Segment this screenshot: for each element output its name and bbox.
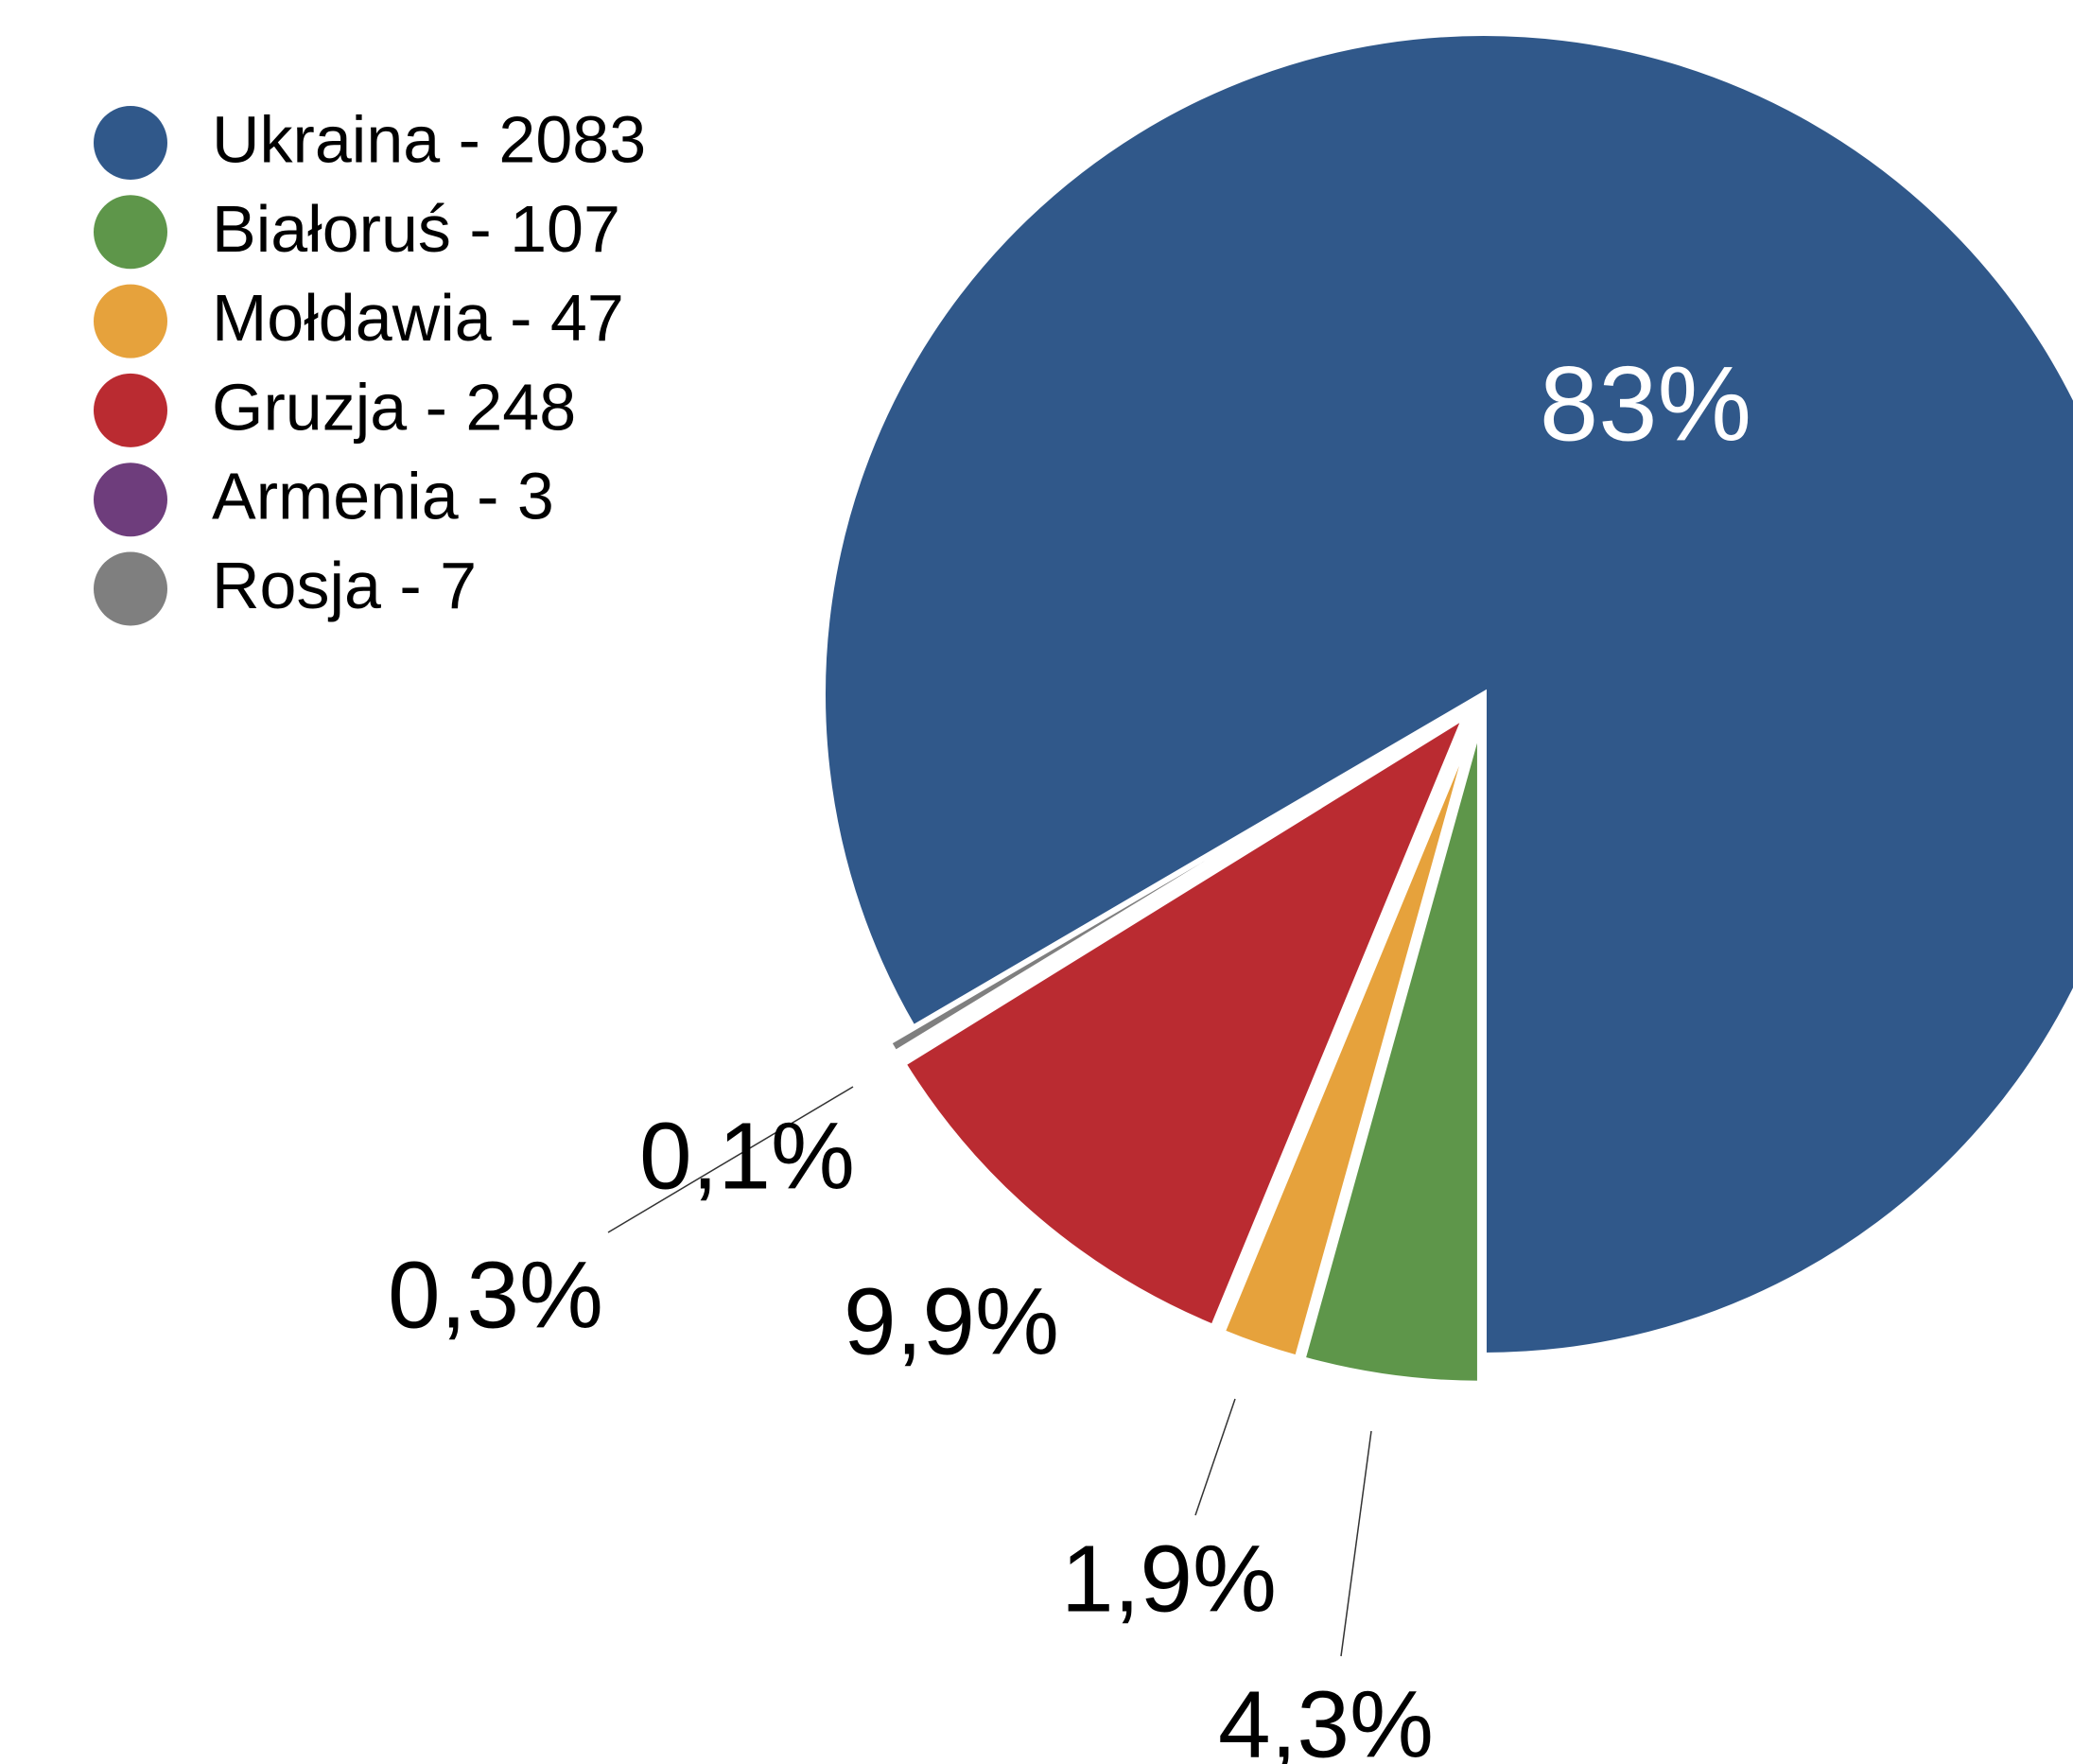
pie-slice [1218, 720, 1478, 1362]
data-label: 4,3% [1218, 1671, 1434, 1764]
pie-slice [884, 706, 1461, 1057]
legend-label: Mołdawia - 47 [212, 281, 624, 355]
legend-swatch [94, 284, 167, 358]
legend-label: Gruzja - 248 [212, 370, 576, 444]
leader-line [607, 1086, 854, 1233]
pie-slice [899, 708, 1472, 1331]
legend-label: Rosja - 7 [212, 549, 477, 622]
data-label: 9,9% [844, 1268, 1059, 1374]
leader-line [1194, 1398, 1236, 1516]
data-label: 1,9% [1061, 1526, 1277, 1632]
data-label: 83% [1540, 345, 1751, 463]
legend-swatch [94, 551, 167, 626]
legend-swatch [94, 106, 167, 180]
leader-line [1340, 1430, 1372, 1657]
legend-swatch [94, 195, 167, 270]
legend-label: Ukraina - 2083 [212, 102, 646, 176]
legend-label: Armenia - 3 [212, 460, 554, 533]
legend-label: Białoruś - 107 [212, 192, 620, 266]
pie-slice [1298, 721, 1483, 1387]
data-label: 0,3% [388, 1242, 603, 1348]
legend-swatch [94, 463, 167, 537]
data-label: 0,1% [639, 1103, 855, 1209]
legend-swatch [94, 373, 167, 447]
pie-slice [820, 30, 2073, 1359]
